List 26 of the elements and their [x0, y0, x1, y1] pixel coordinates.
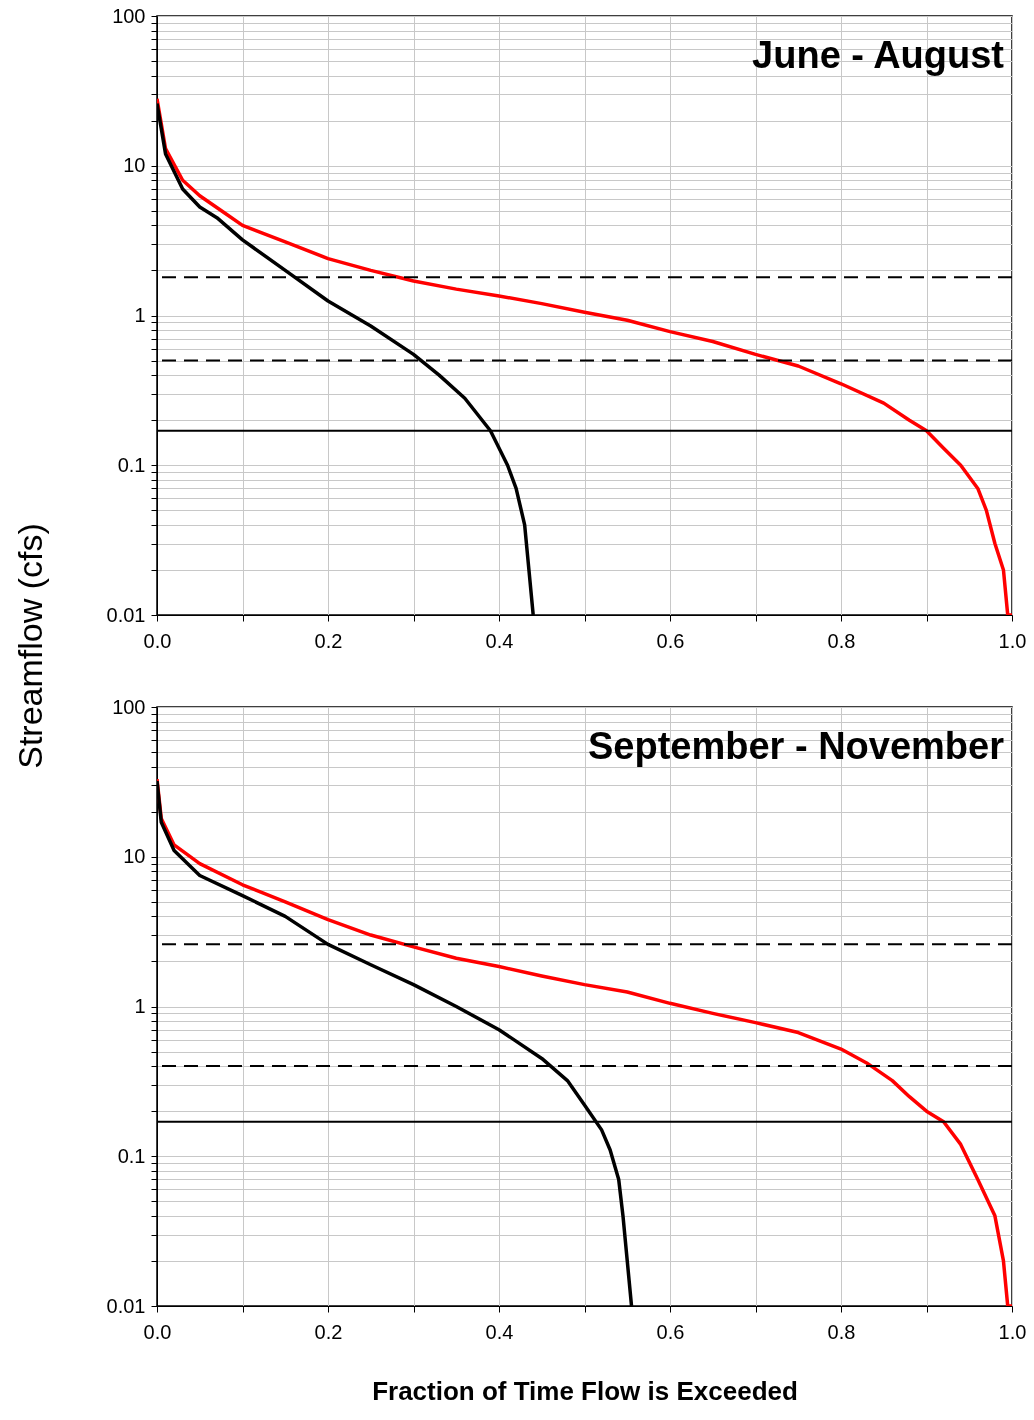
- x-tick-label: 0.4: [485, 629, 514, 652]
- y-tick-label: 100: [112, 4, 146, 27]
- y-axis-title: Streamflow (cfs): [10, 523, 50, 769]
- x-tick-label: 1.0: [998, 629, 1027, 652]
- text: June - August: [752, 34, 1005, 76]
- x-axis-title: Fraction of Time Flow is Exceeded: [372, 1375, 798, 1406]
- x-tick-label: 0.6: [656, 629, 685, 652]
- x-tick-label: 0.8: [827, 1320, 856, 1343]
- y-tick-label: 0.1: [117, 1144, 146, 1167]
- y-tick-label: 0.1: [117, 453, 146, 476]
- x-tick-label: 0.6: [656, 1320, 685, 1343]
- y-tick-label: 1: [134, 995, 146, 1017]
- y-tick-label: 0.01: [106, 1294, 146, 1317]
- x-tick-label: 0.0: [143, 1320, 172, 1343]
- x-tick-label: 0.8: [827, 629, 856, 652]
- x-tick-label: 0.2: [314, 1320, 343, 1343]
- x-tick-label: 1.0: [998, 1320, 1027, 1343]
- y-tick-label: 0.01: [106, 603, 146, 626]
- x-tick-label: 0.4: [485, 1320, 514, 1343]
- x-tick-label: 0.0: [143, 629, 172, 652]
- y-tick-label: 10: [123, 154, 146, 177]
- text: September - November: [587, 725, 1005, 767]
- y-tick-label: 10: [123, 845, 146, 868]
- y-tick-label: 1: [134, 304, 146, 326]
- x-tick-label: 0.2: [314, 629, 343, 652]
- y-tick-label: 100: [112, 695, 146, 718]
